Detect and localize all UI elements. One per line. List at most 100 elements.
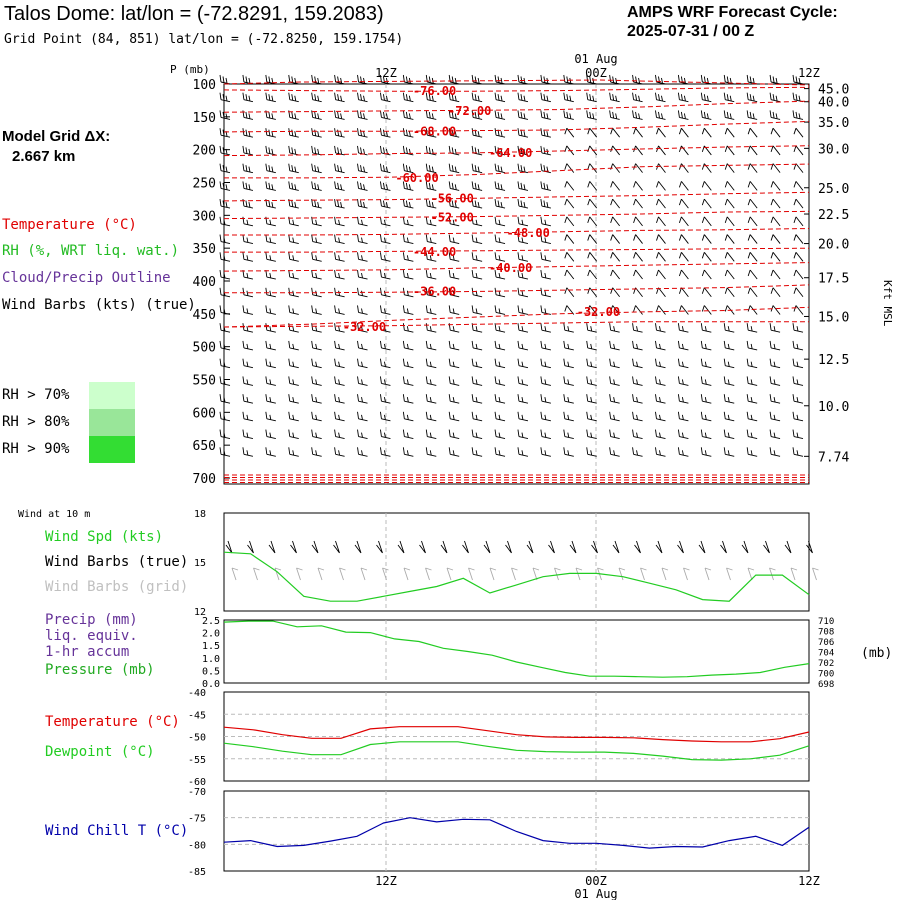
height-tick-label: 22.5: [818, 208, 849, 223]
wind-barb: [769, 411, 781, 422]
wind-barb: [425, 199, 437, 209]
wind-barb: [448, 305, 460, 315]
wind-barb: [402, 199, 414, 209]
wind-barb: [517, 145, 529, 156]
isotherm-line: [223, 145, 810, 157]
wind-barb: [517, 340, 529, 351]
wind-barb: [379, 323, 391, 333]
wind-barb: [379, 358, 391, 369]
wind-barb: [701, 163, 712, 173]
wind-barb: [334, 110, 345, 120]
wind-barb: [746, 411, 758, 422]
isotherm-label: -72.00: [448, 104, 491, 118]
legend-cloud: Cloud/Precip Outline: [2, 270, 171, 286]
wind-barb: [632, 110, 643, 120]
wind-barb: [677, 358, 689, 369]
windchill-label: Wind Chill T (°C): [45, 823, 189, 839]
wind-barb: [265, 181, 276, 191]
wind-barb: [471, 252, 483, 262]
wind-barb: [494, 394, 506, 404]
wind-barb: [517, 323, 529, 333]
wind-barb: [792, 376, 804, 386]
wind-barb: [425, 358, 437, 369]
wind-barb: [587, 163, 598, 173]
forecast-cycle-label: AMPS WRF Forecast Cycle:: [627, 4, 838, 21]
wind-barb: [219, 216, 231, 227]
wind-barb: [379, 305, 391, 315]
wind-barb: [701, 198, 712, 209]
wind10m-true-barb: [419, 540, 426, 554]
wind-barb: [746, 323, 758, 333]
wind-barb: [769, 74, 781, 85]
wind-barb: [219, 358, 231, 369]
wind10m-true-barb: [462, 540, 469, 554]
pressure-tick-label: 450: [193, 308, 216, 323]
top-date-label: 01 Aug: [574, 52, 617, 66]
wind-barb: [334, 358, 345, 369]
pressure-tick-label: 704: [818, 649, 834, 659]
wind-barb: [517, 376, 529, 386]
wind-barb: [357, 376, 368, 386]
wind-barb: [701, 305, 712, 315]
wind-barb: [334, 92, 345, 103]
wind-barb: [334, 340, 345, 351]
wind-barb: [609, 323, 620, 333]
wind-barb: [357, 181, 368, 191]
wind-barb: [448, 252, 460, 262]
wind-barb: [288, 234, 299, 245]
wind-barb: [402, 358, 414, 369]
wind-barb: [632, 323, 643, 333]
wind-barb: [288, 74, 299, 85]
legend-rh: RH (%, WRT liq. wat.): [2, 243, 180, 259]
wind-barb: [494, 269, 506, 280]
wind-barb: [700, 340, 712, 351]
wind-barb: [677, 429, 689, 440]
wind-barb: [425, 287, 437, 298]
wind-barb: [746, 340, 758, 351]
wind-barb: [723, 376, 735, 386]
wind-barb: [471, 181, 483, 191]
wind10m-grid-barb: [747, 567, 755, 581]
wind-barb: [769, 394, 781, 404]
wind-barb: [517, 269, 529, 280]
wind-barb: [587, 127, 598, 138]
wind-barb: [471, 429, 483, 440]
wind-barb: [288, 181, 299, 191]
temperature-tick-label: -60: [188, 777, 206, 788]
wind10m-grid-barb: [446, 567, 454, 581]
wind-barb: [357, 216, 368, 227]
wind-barb: [471, 92, 483, 103]
wind-barb: [655, 92, 666, 103]
wind-barb: [610, 287, 620, 298]
windchill-tick-label: -80: [188, 840, 206, 851]
isotherm-label: -36.00: [413, 285, 456, 299]
wind-barb: [540, 411, 551, 422]
wind-barb: [609, 447, 620, 457]
wind-barb: [265, 128, 276, 138]
wind-barb: [265, 74, 276, 85]
wind-barb: [656, 216, 666, 227]
wind-barb: [724, 216, 735, 227]
precip-accum-label: 1-hr accum: [45, 644, 130, 660]
wind-barb: [724, 127, 735, 138]
wind-barb: [540, 358, 551, 369]
wind-barb: [379, 287, 391, 298]
wind-barb: [334, 181, 345, 191]
wind-barb: [425, 181, 437, 191]
wind-barb: [792, 92, 804, 103]
wind-barb: [402, 216, 414, 227]
wind-barb: [242, 394, 254, 404]
wind-barb: [609, 376, 620, 386]
wind-barb: [219, 252, 231, 262]
wind-barb: [357, 252, 368, 262]
pressure-axis-label: P (mb): [170, 63, 210, 76]
wind10m-true-barb: [333, 540, 340, 554]
wind-barb: [609, 110, 620, 120]
wind-barb: [448, 234, 460, 245]
wind-barb: [586, 92, 597, 103]
wind-barb: [770, 269, 781, 280]
wind-barb: [678, 269, 689, 280]
wind-barb: [402, 305, 414, 315]
wind-barb: [723, 394, 735, 404]
